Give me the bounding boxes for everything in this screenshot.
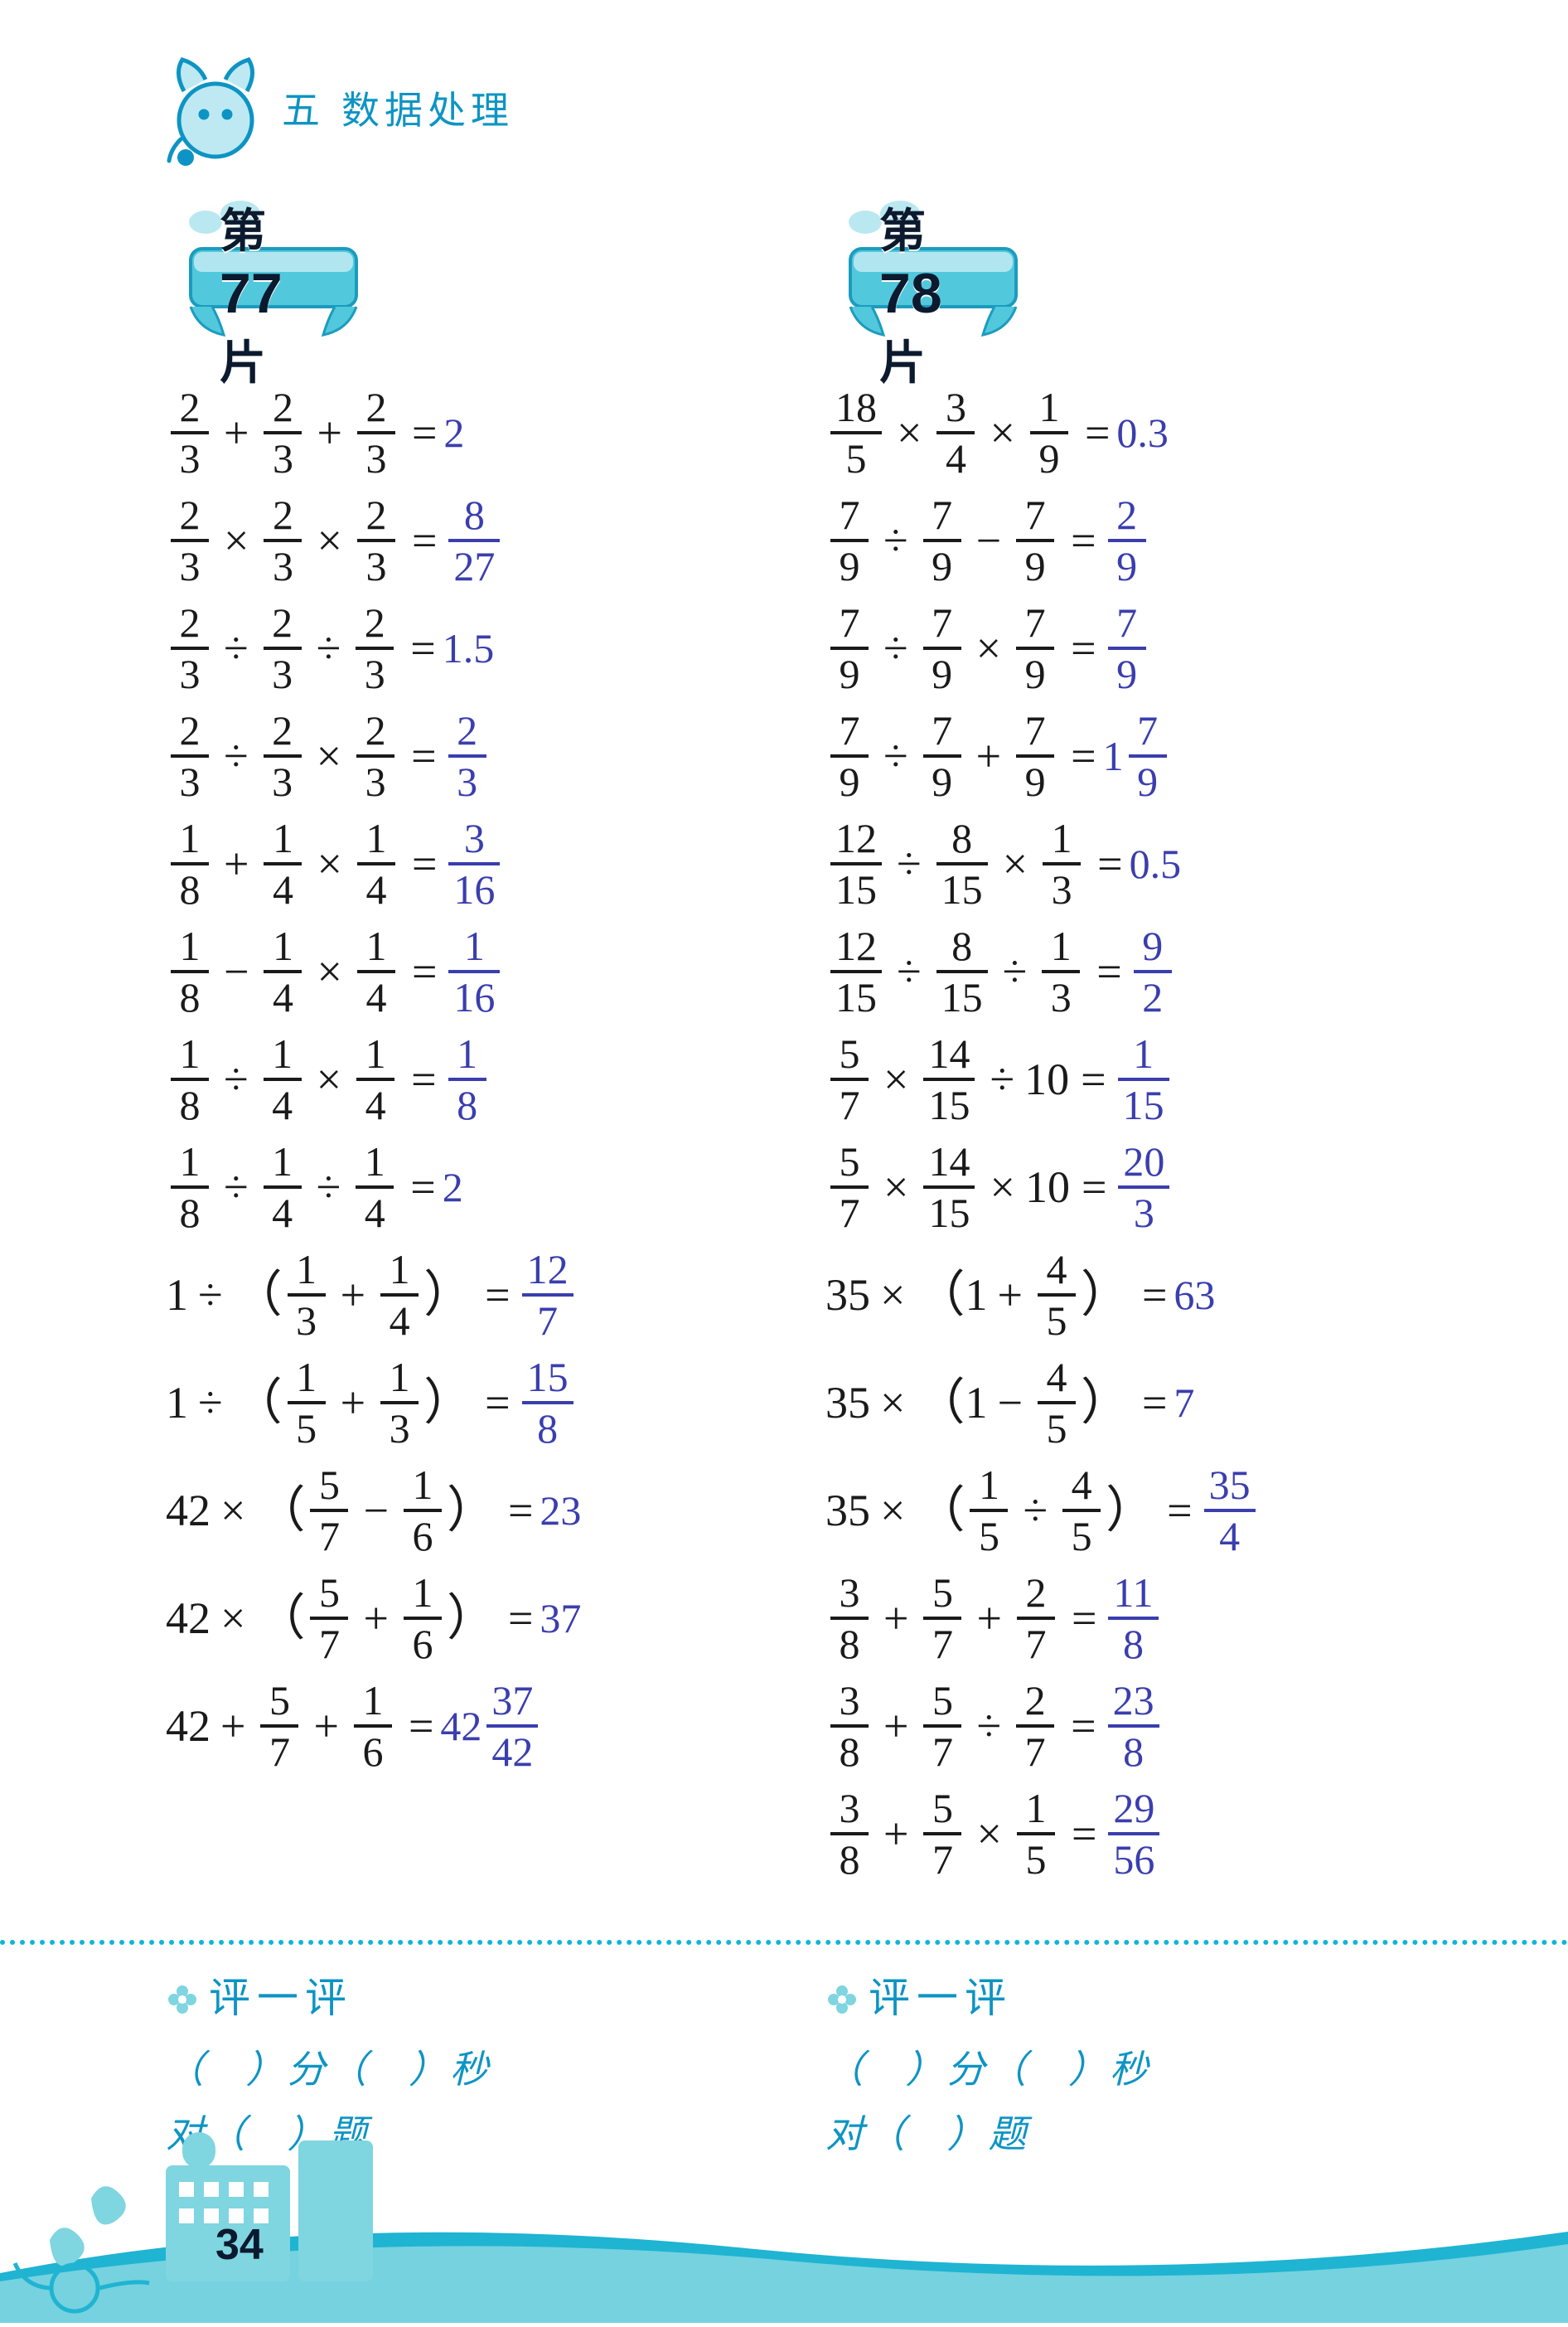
badge-left-text: 第77片 xyxy=(220,194,327,393)
equation-row: 57×1415÷10=115 xyxy=(825,1031,1452,1127)
equations-right: 185×34×19=0.3 79÷79−79=29 79÷79×79=79 79÷79… xyxy=(825,373,1452,1893)
content-columns: 第77片 23+23+23=223×23×23=82723÷23÷23=1.52… xyxy=(166,199,1452,1893)
equation-row: 57×1415×10=203 xyxy=(825,1139,1452,1235)
flower-icon xyxy=(825,1978,859,2011)
equation-row: 23+23+23=2 xyxy=(166,385,792,481)
equation-row: 23÷23×23=23 xyxy=(166,708,792,804)
review-time-right: （ ）分（ ）秒 xyxy=(825,2039,1452,2094)
divider-dots xyxy=(0,1940,1568,1945)
flower-icon xyxy=(166,1978,199,2011)
equation-row: 1÷（13+14）=127 xyxy=(166,1247,792,1343)
equation-row: 38+57÷27=238 xyxy=(825,1678,1452,1774)
badge-right-text: 第78片 xyxy=(879,194,987,393)
equation-row: 1215÷815÷13=92 xyxy=(825,924,1452,1020)
page-number: 34 xyxy=(215,2220,264,2270)
equation-row: 38+57×15=2956 xyxy=(825,1786,1452,1882)
equation-row: 79÷79+79=179 xyxy=(825,708,1452,804)
review-title-right: 评一评 xyxy=(825,1965,1452,2024)
review-title-left: 评一评 xyxy=(166,1965,792,2024)
equation-row: 35×（15÷45）=354 xyxy=(825,1462,1452,1559)
badge-right: 第78片 xyxy=(825,199,1041,348)
equation-row: 185×34×19=0.3 xyxy=(825,385,1452,481)
unit-number: 五 xyxy=(282,80,325,135)
equation-row: 79÷79×79=79 xyxy=(825,600,1452,696)
review-title-text: 评一评 xyxy=(869,1965,1013,2024)
equation-row: 23÷23÷23=1.5 xyxy=(166,600,792,696)
review-time-left: （ ）分（ ）秒 xyxy=(166,2039,792,2094)
unit-title: 数据处理 xyxy=(341,80,514,135)
column-right: 第78片 185×34×19=0.3 79÷79−79=29 79÷79×79=79… xyxy=(825,199,1452,1893)
equation-row: 42×（57−16）=23 xyxy=(166,1462,792,1559)
equation-row: 1215÷815×13=0.5 xyxy=(825,816,1452,912)
equation-row: 42+57+16=423742 xyxy=(166,1678,792,1774)
equation-row: 18+14×14=316 xyxy=(166,816,792,912)
equation-row: 35×（1−45）=7 xyxy=(825,1355,1452,1451)
equation-row: 18−14×14=116 xyxy=(166,924,792,1020)
equation-row: 18÷14×14=18 xyxy=(166,1031,792,1127)
footer-art xyxy=(0,2107,1568,2323)
cat-icon xyxy=(166,50,265,166)
equation-row: 18÷14÷14=2 xyxy=(166,1139,792,1235)
equation-row: 1÷（15+13）=158 xyxy=(166,1355,792,1451)
review-title-text: 评一评 xyxy=(209,1965,353,2024)
badge-left: 第77片 xyxy=(166,199,381,348)
equation-row: 23×23×23=827 xyxy=(166,492,792,589)
equation-row: 38+57+27=118 xyxy=(825,1570,1452,1666)
page-header: 五 数据处理 xyxy=(166,50,1452,166)
equations-left: 23+23+23=2 23×23×23=827 23÷23÷23=1.5 23÷23×… xyxy=(166,373,792,1786)
equation-row: 42×（57+16）=37 xyxy=(166,1570,792,1666)
column-left: 第77片 23+23+23=223×23×23=82723÷23÷23=1.52… xyxy=(166,199,792,1893)
equation-row: 79÷79−79=29 xyxy=(825,492,1452,589)
equation-row: 35×（1+45）=63 xyxy=(825,1247,1452,1343)
worksheet-page: 五 数据处理 第77片 23+23+23=2 23×23×23=827 23÷23÷… xyxy=(0,0,1568,2323)
